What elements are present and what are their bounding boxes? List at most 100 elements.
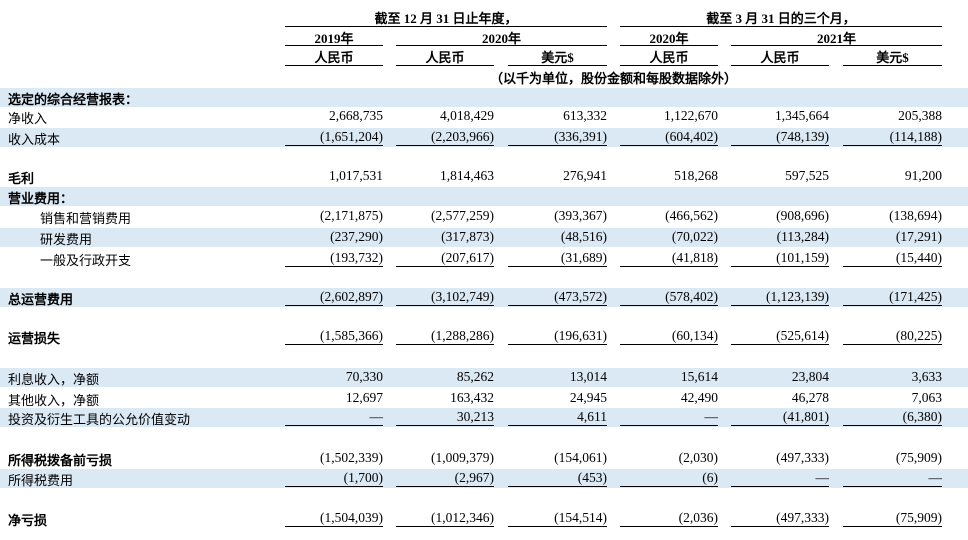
cell-value: (207,617) — [396, 250, 494, 267]
cell-value: (60,134) — [620, 328, 718, 345]
cell-value: (2,036) — [620, 510, 718, 527]
row-gross-profit: 毛利 1,017,531 1,814,463 276,941 518,268 597,52… — [0, 167, 968, 187]
cell-value: (578,402) — [620, 289, 718, 306]
currency-underline — [731, 65, 829, 66]
quarter-2020-underline — [620, 45, 718, 46]
currency-underline — [620, 65, 718, 66]
cell-value: (2,967) — [396, 470, 494, 487]
cell-value: (80,225) — [843, 328, 942, 345]
cell-value: (393,367) — [554, 208, 607, 223]
cell-value: — — [731, 470, 829, 487]
cell-value: 3,633 — [911, 369, 942, 384]
cell-value: 4,611 — [508, 409, 607, 426]
currency-underline — [396, 65, 494, 66]
cell-value: 163,432 — [450, 390, 494, 405]
currency-underline — [285, 65, 383, 66]
cell-value: — — [843, 470, 942, 487]
cell-value: (2,602,897) — [285, 289, 383, 306]
row-label: 利息收入，净额 — [8, 373, 100, 388]
cell-value: (1,585,366) — [285, 328, 383, 345]
cell-value: 24,945 — [569, 390, 607, 405]
cell-value: (101,159) — [731, 250, 829, 267]
cell-value: (15,440) — [843, 250, 942, 267]
cell-value: 15,614 — [680, 369, 718, 384]
cell-value: 205,388 — [898, 108, 942, 123]
row-research-development: 研发费用 (237,290) (317,873) (48,516) (70,022) (1… — [0, 228, 968, 248]
cell-value: 23,804 — [791, 369, 829, 384]
row-label: 一般及行政开支 — [40, 254, 132, 269]
row-label: 净收入 — [8, 112, 48, 127]
cell-value: (237,290) — [330, 229, 383, 244]
row-label: 销售和营销费用 — [40, 212, 132, 227]
currency-header: 美元$ — [876, 50, 909, 65]
cell-value: (193,732) — [285, 250, 383, 267]
row-net-loss: 净亏损 (1,504,039) (1,012,346) (154,514) (2,036… — [0, 509, 968, 529]
cell-value: 1,345,664 — [775, 108, 829, 123]
cell-value: (6) — [620, 470, 718, 487]
cell-value: 1,017,531 — [329, 168, 383, 183]
row-label: 投资及衍生工具的公允价值变动 — [8, 413, 191, 428]
currency-header: 人民币 — [760, 50, 800, 65]
currency-header: 人民币 — [425, 50, 465, 65]
cell-value: 12,697 — [345, 390, 383, 405]
section-header-statement: 选定的综合经营报表： — [0, 88, 968, 108]
cell-value: (3,102,749) — [396, 289, 494, 306]
cell-value: (908,696) — [776, 208, 829, 223]
cell-value: (473,572) — [508, 289, 607, 306]
row-loss-before-tax: 所得税拨备前亏损 (1,502,339) (1,009,379) (154,061) (… — [0, 449, 968, 469]
cell-value: (1,502,339) — [320, 450, 383, 465]
row-label: 所得税拨备前亏损 — [8, 454, 113, 469]
group-header-annual: 截至 12 月 31 日止年度， — [374, 11, 518, 26]
cell-value: (196,631) — [508, 328, 607, 345]
currency-header: 人民币 — [649, 50, 689, 65]
cell-value: (336,391) — [508, 129, 607, 146]
row-label: 总运营费用 — [8, 293, 74, 308]
cell-value: (6,380) — [843, 409, 942, 426]
cell-value: 613,332 — [563, 108, 607, 123]
cell-value: (2,577,259) — [431, 208, 494, 223]
quarter-2020-header: 2020年 — [649, 31, 689, 46]
cell-value: (1,012,346) — [396, 510, 494, 527]
cell-value: (1,009,379) — [431, 450, 494, 465]
cell-value: (1,651,204) — [285, 129, 383, 146]
year-2020-header: 2020年 — [481, 31, 521, 46]
cell-value: 13,014 — [569, 369, 607, 384]
section-header-operating-expenses: 营业费用： — [0, 187, 968, 207]
cell-value: (1,504,039) — [285, 510, 383, 527]
row-net-revenue: 净收入 2,668,735 4,018,429 613,332 1,122,670 1,3… — [0, 107, 968, 127]
cell-value: (154,061) — [554, 450, 607, 465]
row-label: 营业费用： — [8, 192, 74, 207]
cell-value: (2,171,875) — [320, 208, 383, 223]
year-2020-underline — [396, 45, 607, 46]
cell-value: (75,909) — [895, 450, 942, 465]
cell-value: (41,818) — [620, 250, 718, 267]
cell-value: (75,909) — [843, 510, 942, 527]
row-operating-loss: 运营损失 (1,585,366) (1,288,286) (196,631) (60,1… — [0, 327, 968, 347]
currency-header: 人民币 — [314, 50, 354, 65]
cell-value: (497,333) — [731, 510, 829, 527]
cell-value: 46,278 — [791, 390, 829, 405]
cell-value: 91,200 — [904, 168, 942, 183]
row-label: 毛利 — [8, 172, 35, 187]
cell-value: (154,514) — [508, 510, 607, 527]
cell-value: 85,262 — [456, 369, 494, 384]
cell-value: 1,122,670 — [664, 108, 718, 123]
row-label: 选定的综合经营报表： — [8, 93, 139, 108]
row-label: 研发费用 — [40, 233, 93, 248]
cell-value: 7,063 — [911, 390, 942, 405]
cell-value: 42,490 — [680, 390, 718, 405]
row-cost-of-revenue: 收入成本 (1,651,204) (2,203,966) (336,391) (604,… — [0, 128, 968, 148]
cell-value: — — [285, 409, 383, 426]
cell-value: — — [620, 409, 718, 426]
cell-value: 30,213 — [396, 409, 494, 426]
row-label: 其他收入，净额 — [8, 394, 100, 409]
cell-value: (317,873) — [441, 229, 494, 244]
cell-value: (70,022) — [671, 229, 718, 244]
quarter-2021-header: 2021年 — [816, 31, 856, 46]
cell-value: 2,668,735 — [329, 108, 383, 123]
cell-value: 518,268 — [674, 168, 718, 183]
cell-value: (604,402) — [620, 129, 718, 146]
row-other-income: 其他收入，净额 12,697 163,432 24,945 42,490 46,278 7,… — [0, 389, 968, 409]
year-2019-header: 2019年 — [314, 31, 354, 46]
cell-value: (1,123,139) — [731, 289, 829, 306]
